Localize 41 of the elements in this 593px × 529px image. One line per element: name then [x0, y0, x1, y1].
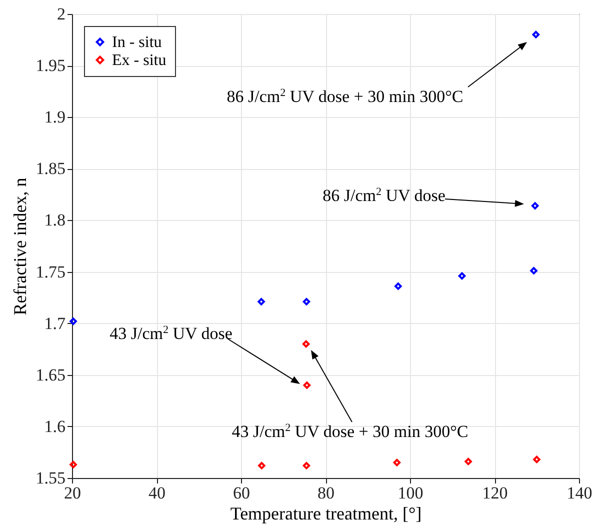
y-tick-label: 2 [57, 4, 66, 24]
x-tick-label: 140 [566, 484, 592, 502]
point [458, 272, 466, 280]
x-tick-label: 120 [482, 484, 508, 502]
point [533, 456, 540, 464]
y-tick-label: 1.6 [44, 416, 66, 436]
point [393, 458, 401, 466]
point [70, 460, 77, 468]
point [302, 340, 310, 348]
x-tick-label: 80 [318, 484, 334, 502]
point [258, 298, 265, 306]
point [70, 318, 77, 325]
point [394, 282, 402, 290]
y-tick-label: 1.7 [44, 314, 66, 333]
point [464, 458, 472, 466]
point [302, 462, 310, 470]
annotation: 43 J/cm$^{2}$ UV dose + 30 min 300°C [232, 422, 468, 441]
point [303, 382, 311, 389]
x-tick-label: 100 [398, 484, 424, 502]
legend-label: Ex - situ [112, 52, 166, 69]
point [532, 30, 540, 38]
x-tick-label: 40 [148, 484, 166, 502]
annotation: 43 J/cm$^{2}$ UV dose [110, 324, 232, 343]
y-tick-label: 1.75 [36, 262, 66, 282]
y-tick-label: 1.55 [36, 468, 66, 488]
y-tick-label: 1.85 [36, 159, 66, 178]
y-tick-label: 1.9 [44, 108, 66, 127]
x-tick-label: 20 [64, 484, 81, 502]
x-tick-label: 60 [233, 484, 250, 502]
point [302, 298, 310, 306]
annotation: 86 J/cm$^{2}$ UV dose [322, 186, 446, 205]
y-tick-label: 1.65 [36, 365, 66, 384]
point [531, 202, 539, 210]
annotation: 86 J/cm$^{2}$ UV dose + 30 min 300°C [226, 87, 464, 106]
y-tick-label: 1.8 [44, 210, 66, 230]
y-tick-label: 1.95 [36, 56, 66, 76]
x-axis-title: Temperature treatment, [°] [230, 504, 422, 524]
point [258, 462, 266, 470]
legend-label: In - situ [112, 34, 162, 51]
y-axis-title: Refractive index, n [10, 178, 30, 316]
point [530, 267, 538, 274]
